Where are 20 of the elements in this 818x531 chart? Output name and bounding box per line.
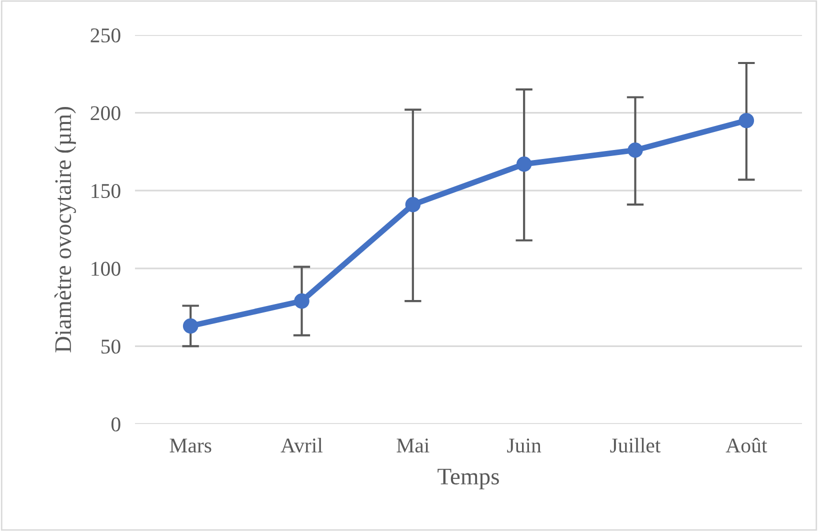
point — [516, 156, 532, 172]
x-axis-title: Temps — [438, 468, 499, 490]
y-tick-label: 100 — [92, 262, 120, 276]
y-tick-label: 0 — [111, 417, 120, 432]
y-tick-label: 150 — [92, 184, 120, 198]
y-axis-title: Diamètre ovocytaire (µm) — [54, 107, 76, 352]
x-tick-label: Juillet — [610, 438, 661, 453]
point — [294, 293, 310, 309]
point — [738, 112, 754, 128]
y-tick-label: 200 — [90, 106, 120, 120]
x-tick-label: Mars — [170, 438, 212, 453]
x-tick-label: Avril — [280, 438, 323, 453]
y-tick-label: 50 — [101, 340, 120, 354]
x-tick-label: Août — [726, 438, 768, 453]
y-tick-label: 250 — [90, 28, 120, 42]
x-tick-label: Juin — [507, 438, 542, 453]
point — [405, 196, 421, 212]
point — [182, 318, 198, 334]
x-tick-label: Mai — [396, 438, 430, 453]
point — [628, 142, 643, 158]
